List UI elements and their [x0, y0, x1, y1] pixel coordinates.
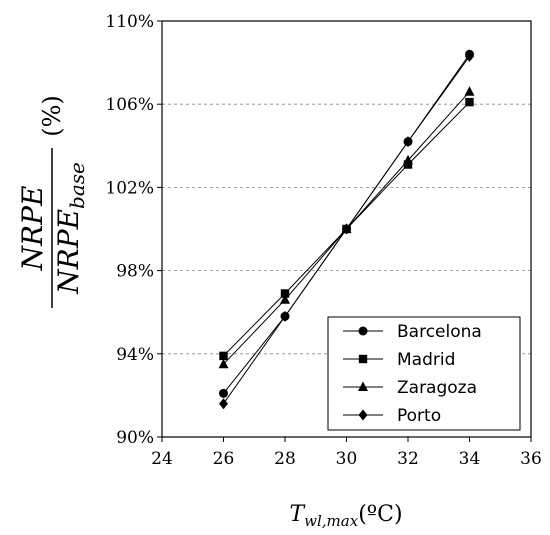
series-layer	[218, 49, 475, 410]
legend-marker	[358, 326, 368, 336]
data-point	[403, 154, 413, 165]
y-tick-label: 90%	[116, 428, 154, 448]
data-point	[465, 97, 474, 107]
data-point	[464, 86, 475, 96]
data-point	[465, 50, 474, 62]
legend-marker	[358, 409, 368, 421]
y-tick-label: 98%	[116, 262, 154, 282]
data-point	[219, 351, 228, 361]
x-tick-label: 34	[459, 449, 481, 469]
legend-label: Zaragoza	[397, 378, 477, 398]
legend-marker	[358, 354, 368, 364]
y-axis-label-denominator-sub: base	[65, 162, 89, 209]
y-tick-label: 110%	[105, 12, 154, 32]
series-porto	[219, 50, 474, 410]
legend-label: Barcelona	[397, 322, 482, 342]
y-axis-label-numerator: NRPE	[16, 186, 49, 272]
data-point	[280, 289, 290, 298]
legend-item-madrid: Madrid	[343, 350, 455, 370]
x-axis-label-main: T	[289, 502, 306, 527]
legend-label: Madrid	[397, 350, 455, 370]
data-point	[219, 388, 228, 398]
x-tick-label: 24	[151, 449, 173, 469]
legend-item-zaragoza: Zaragoza	[343, 378, 477, 398]
x-tick-label: 30	[336, 449, 358, 469]
data-point	[219, 398, 228, 410]
y-axis-label: NRPE NRPEbase (%)	[16, 95, 89, 308]
data-point	[403, 136, 413, 148]
x-tick-label: 32	[397, 449, 419, 469]
legend-item-porto: Porto	[343, 406, 441, 426]
legend: Barcelona Madrid Zaragoza Porto	[327, 316, 521, 431]
legend-marker	[358, 381, 368, 391]
y-tick-label: 106%	[105, 95, 154, 115]
x-axis-label-unit: (ºC)	[358, 502, 402, 527]
x-tick-label: 28	[274, 449, 296, 469]
y-tick-label: 94%	[116, 345, 154, 365]
data-point	[342, 223, 351, 235]
data-point	[403, 160, 413, 169]
x-axis-label: Twl,max(ºC)	[289, 502, 402, 530]
data-point	[280, 310, 290, 322]
y-axis-label-unit: (%)	[38, 95, 66, 137]
data-point	[280, 294, 290, 304]
legend-box	[327, 316, 521, 431]
x-tick-label: 36	[520, 449, 542, 469]
legend-item-barcelona: Barcelona	[343, 322, 482, 342]
legend-label: Porto	[397, 406, 441, 426]
y-axis-label-denominator-main: NRPE	[52, 209, 85, 295]
axis-ticks: 90% 94% 98% 102% 106% 110% 24 26 28 30 32 34 36	[105, 12, 541, 469]
x-axis-label-sub: wl,max	[304, 512, 359, 530]
x-tick-label: 26	[213, 449, 235, 469]
data-point	[218, 358, 229, 369]
y-tick-label: 102%	[105, 178, 154, 198]
y-axis-label-denominator: NRPEbase	[52, 162, 89, 295]
